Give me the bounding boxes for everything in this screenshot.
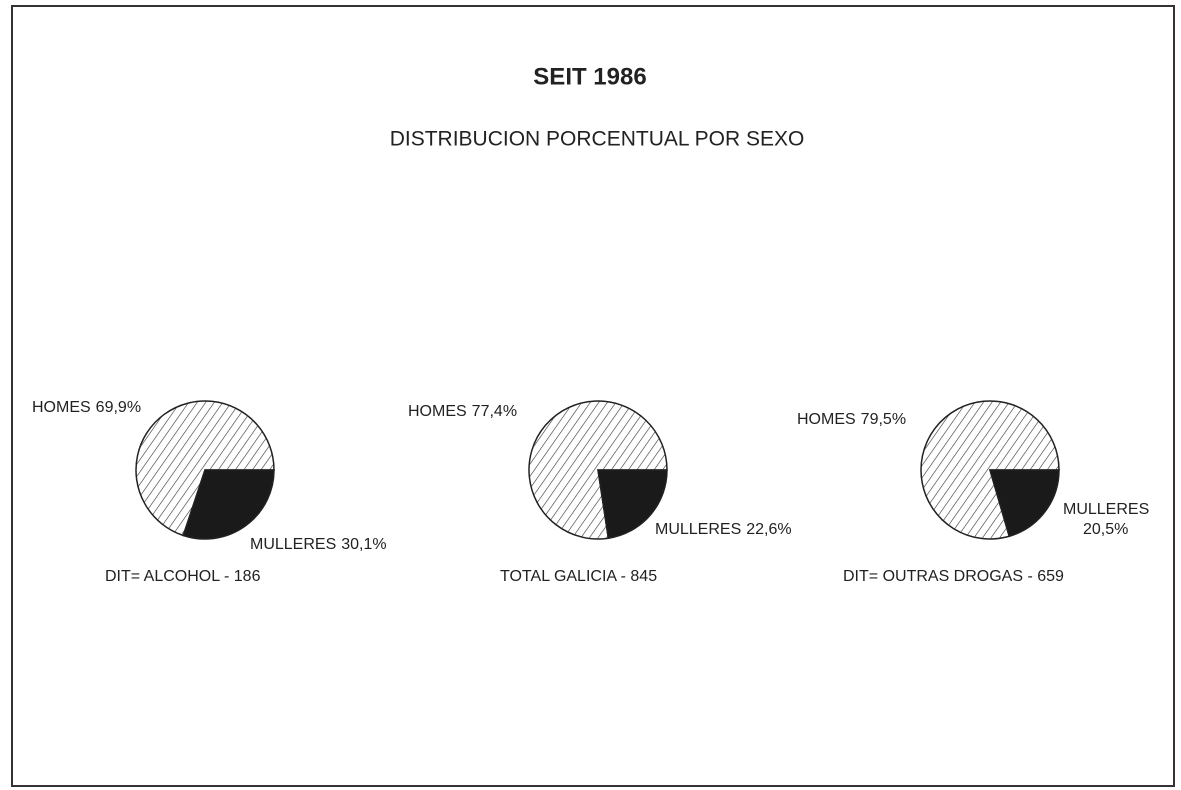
pie-slice (989, 469, 1060, 538)
slice-value-label: 79,5% (861, 411, 906, 428)
slice-value-label: 22,6% (746, 521, 791, 538)
frame (11, 5, 1175, 787)
slice-value-label: 77,4% (472, 403, 517, 420)
pie-caption: DIT= OUTRAS DROGAS - 659 (843, 568, 1064, 585)
slice-label: MULLERES (1063, 501, 1149, 518)
pie-slice (182, 469, 275, 540)
pie-slice (920, 400, 1060, 540)
slice-value-label: 20,5% (1083, 521, 1128, 538)
slice-label: HOMES (408, 403, 467, 420)
pie-caption: DIT= ALCOHOL - 186 (105, 568, 261, 585)
slice-label-group: HOMES 69,9% (32, 399, 141, 416)
slice-label: HOMES (797, 411, 856, 428)
slice-value-label: 69,9% (96, 399, 141, 416)
pie-slice (597, 469, 668, 540)
slice-label: MULLERES (250, 536, 336, 553)
slice-label-group: HOMES 79,5% (797, 411, 906, 428)
slice-label-group: MULLERES 22,6% (655, 521, 792, 538)
pie-caption: TOTAL GALICIA - 845 (500, 568, 657, 585)
slice-label-group: MULLERES 30,1% (250, 536, 387, 553)
slice-label: MULLERES (655, 521, 741, 538)
pie-slice (135, 400, 275, 537)
slice-label: HOMES (32, 399, 91, 416)
chart-subtitle: DISTRIBUCION PORCENTUAL POR SEXO (390, 128, 805, 151)
slice-value-label: 30,1% (341, 536, 386, 553)
slice-label-group: HOMES 77,4% (408, 403, 517, 420)
chart-title: SEIT 1986 (533, 63, 646, 90)
